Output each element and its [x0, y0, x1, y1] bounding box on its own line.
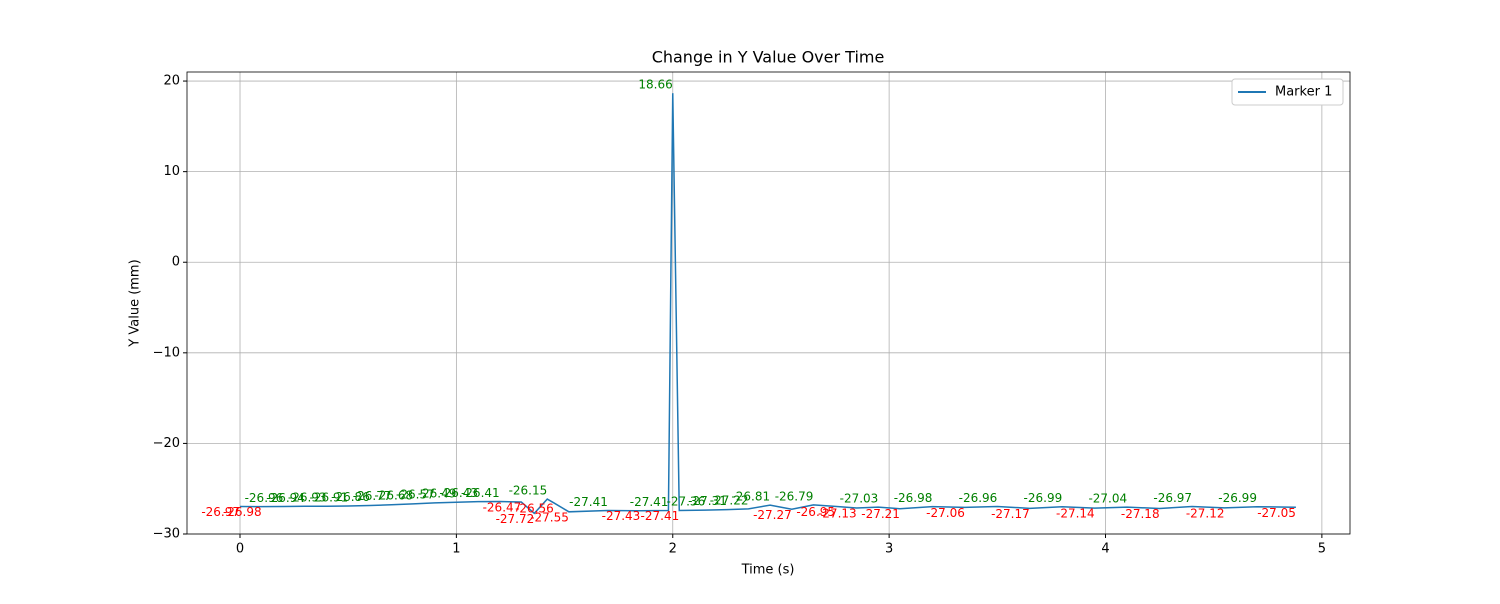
data-label: -26.77 [353, 489, 392, 503]
data-label: -26.86 [331, 490, 370, 504]
data-label: -26.96 [245, 491, 284, 505]
data-label: -27.41 [641, 509, 680, 523]
x-tick-label: 4 [1101, 542, 1109, 557]
y-tick-label: −10 [153, 345, 180, 360]
data-label: -27.41 [630, 495, 669, 509]
data-label: -26.97 [201, 505, 240, 519]
y-tick-label: 10 [163, 164, 180, 179]
data-label: -27.05 [1257, 506, 1296, 520]
data-label: -26.47 [483, 501, 522, 515]
data-label: -26.68 [374, 488, 413, 502]
data-label: -27.22 [710, 493, 749, 507]
x-tick-label: 2 [669, 542, 677, 557]
y-tick-label: 20 [163, 74, 180, 89]
data-label: -26.97 [1153, 491, 1192, 505]
data-label: -26.96 [959, 491, 998, 505]
data-label: -27.06 [926, 506, 965, 520]
data-label: -27.12 [1186, 506, 1225, 520]
y-tick-label: −20 [153, 436, 180, 451]
data-label: -26.56 [515, 501, 554, 515]
data-label: -26.99 [1024, 491, 1063, 505]
data-label: -27.18 [1121, 507, 1160, 521]
data-label: -27.36 [667, 495, 706, 509]
y-tick-label: −30 [153, 527, 180, 542]
data-label: -27.72 [496, 512, 535, 526]
data-label: -26.79 [775, 489, 814, 503]
data-label: -27.27 [753, 508, 792, 522]
legend-label: Marker 1 [1275, 85, 1332, 100]
x-tick-label: 1 [452, 542, 460, 557]
data-label: -26.15 [509, 484, 548, 498]
data-label: -26.91 [310, 491, 349, 505]
data-label: -27.03 [840, 492, 879, 506]
y-axis-label: Y Value (mm) [128, 259, 143, 347]
legend-box [1231, 78, 1344, 106]
data-label: -27.14 [1056, 507, 1095, 521]
data-line [240, 93, 1296, 515]
x-tick-label: 3 [885, 542, 893, 557]
data-label: -27.17 [991, 507, 1030, 521]
data-label: -27.55 [530, 510, 569, 524]
data-label: -27.21 [861, 507, 900, 521]
data-label: -26.81 [731, 490, 770, 504]
data-label: -27.13 [818, 507, 857, 521]
plot-frame [186, 71, 1351, 535]
data-label: -26.57 [396, 487, 435, 501]
data-label: -26.94 [266, 491, 305, 505]
chart-title: Change in Y Value Over Time [652, 48, 885, 67]
data-label: -27.41 [569, 495, 608, 509]
data-label: -26.99 [1218, 491, 1257, 505]
data-label: -26.41 [461, 486, 500, 500]
data-label: -26.98 [223, 505, 262, 519]
y-tick-label: 0 [172, 255, 180, 270]
data-label: 18.66 [638, 78, 672, 92]
data-label: -26.49 [418, 487, 457, 501]
data-label: -27.43 [602, 509, 641, 523]
data-label: -26.95 [796, 505, 835, 519]
x-axis-label: Time (s) [741, 563, 795, 578]
data-label: -26.98 [894, 491, 933, 505]
legend: Marker 1 [1231, 78, 1344, 106]
x-tick-label: 5 [1318, 542, 1326, 557]
data-label: -27.31 [688, 494, 727, 508]
data-label: -26.93 [288, 491, 327, 505]
x-tick-label: 0 [236, 542, 244, 557]
data-label: -27.04 [1088, 492, 1127, 506]
data-label: -26.43 [439, 486, 478, 500]
